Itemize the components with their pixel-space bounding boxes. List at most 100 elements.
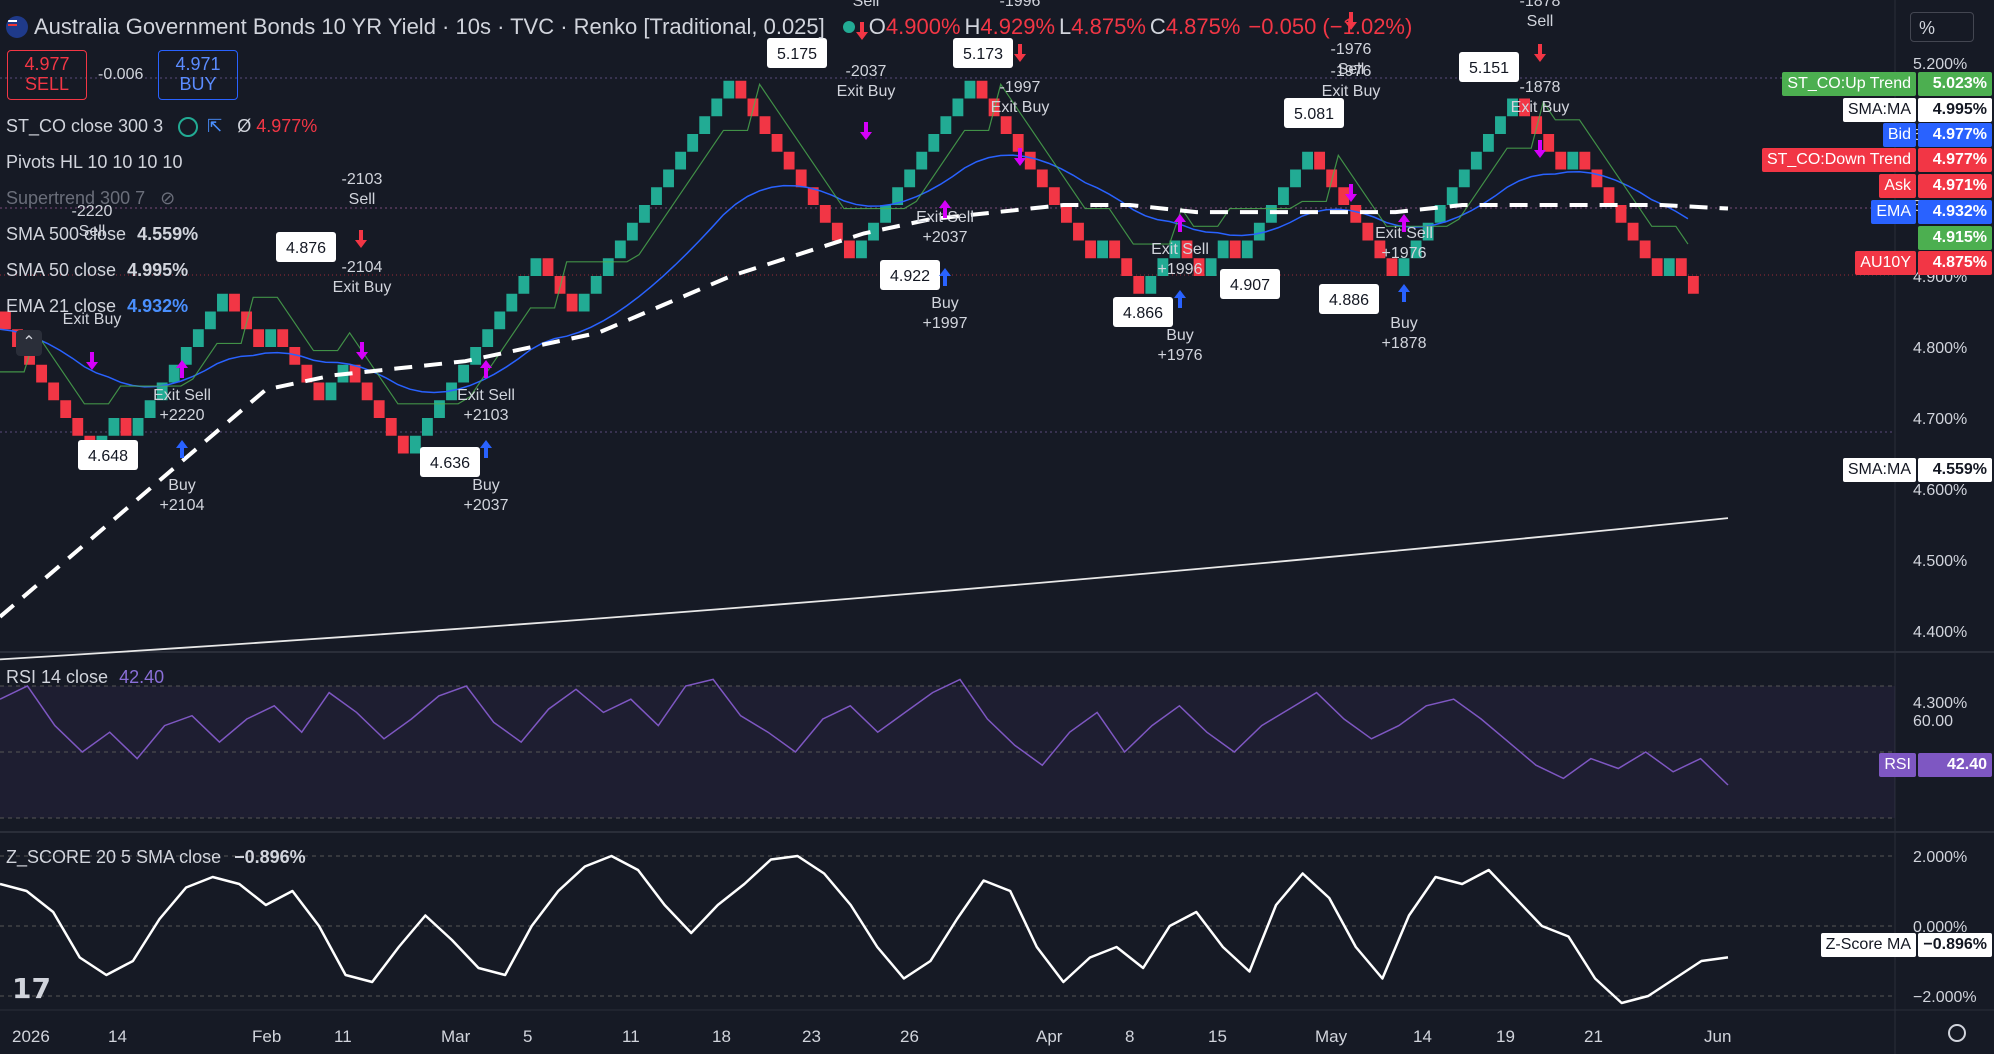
renko-brick: [1374, 240, 1386, 259]
ohlc-h-label: H: [964, 14, 981, 39]
renko-brick: [277, 329, 289, 347]
renko-brick: [831, 222, 843, 241]
signal-text: Sell: [79, 223, 106, 240]
signal-text: +2104: [160, 497, 205, 514]
time-tick: 15: [1208, 1027, 1227, 1046]
renko-brick: [421, 418, 433, 436]
renko-brick: [1145, 276, 1157, 294]
renko-brick: [1470, 151, 1482, 170]
buy-price: 4.971: [175, 54, 221, 74]
legend-pivots[interactable]: Pivots HL 10 10 10 10: [6, 152, 182, 173]
renko-brick: [940, 116, 952, 134]
signal-text: +1976: [1158, 347, 1203, 364]
exit-arrow-icon: [1174, 214, 1186, 232]
price-label-tag: RSI: [1879, 753, 1916, 777]
signal-text: -1976: [1331, 63, 1372, 80]
signal-text: -2220: [72, 203, 113, 220]
time-tick: May: [1315, 1027, 1348, 1046]
legend-ema21[interactable]: EMA 21 close 4.932%: [6, 296, 188, 317]
renko-brick: [1036, 169, 1048, 188]
renko-brick: [36, 364, 48, 383]
pivot-label: [880, 260, 940, 290]
renko-brick: [1109, 240, 1121, 259]
renko-brick: [1169, 240, 1181, 259]
buy-label: BUY: [179, 74, 217, 94]
renko-brick: [1024, 151, 1036, 170]
price-label-value: 4.971%: [1918, 174, 1992, 198]
signal-text: Sell: [1338, 61, 1365, 78]
legend-zscore[interactable]: Z_SCORE 20 5 SMA close −0.896%: [6, 847, 306, 868]
hidden-eye-icon[interactable]: ⊘: [160, 188, 176, 208]
renko-brick: [602, 258, 614, 276]
scale-unit-button[interactable]: %: [1910, 12, 1974, 42]
tradingview-logo-icon[interactable]: 17: [12, 972, 51, 1005]
symbol-title[interactable]: Australia Government Bonds 10 YR Yield ·…: [34, 14, 825, 39]
price-label-tag: SMA:MA: [1842, 458, 1916, 482]
legend-rsi[interactable]: RSI 14 close 42.40: [6, 667, 164, 688]
time-tick: 18: [712, 1027, 731, 1046]
renko-brick: [229, 293, 240, 312]
pivot-value: 5.175: [777, 46, 817, 63]
pivot-label: [420, 447, 480, 477]
renko-brick: [1133, 276, 1145, 294]
renko-brick: [1157, 258, 1169, 276]
price-label-tag: EMA: [1871, 200, 1916, 224]
renko-brick: [711, 98, 723, 117]
legend-st-co-label: ST_CO close 300 3: [6, 116, 164, 136]
renko-brick: [1434, 205, 1446, 223]
signal-text: Exit Sell: [153, 387, 211, 404]
renko-brick: [1651, 258, 1663, 276]
legend-st-co[interactable]: ST_CO close 300 3 ⇱ Ø 4.977%: [6, 116, 317, 138]
renko-brick: [1048, 187, 1060, 205]
legend-sma50[interactable]: SMA 50 close 4.995%: [6, 260, 188, 281]
exit-arrow-icon: [86, 352, 98, 370]
renko-brick: [168, 364, 180, 383]
renko-brick: [1627, 222, 1639, 241]
price-label-value: 4.932%: [1918, 200, 1992, 224]
ohlc-change: −0.050 (−1.02%): [1248, 14, 1413, 39]
sell-button[interactable]: 4.977 SELL: [7, 50, 87, 100]
gear-icon[interactable]: [1948, 1024, 1966, 1042]
renko-brick: [566, 293, 578, 312]
sell-arrow-icon: [1534, 44, 1546, 62]
price-label-value: 4.995%: [1918, 98, 1992, 122]
price-label-tag: ST_CO:Down Trend: [1761, 148, 1916, 172]
exit-arrow-icon: [1398, 214, 1410, 232]
signal-text: -2103: [342, 171, 383, 188]
signal-text: Exit Buy: [333, 279, 392, 296]
signal-text: Exit Buy: [63, 311, 122, 328]
alarm-clock-icon[interactable]: [178, 117, 199, 138]
supertrend-line: [0, 82, 1689, 405]
signal-text: Sell: [853, 0, 880, 10]
renko-brick: [952, 98, 964, 117]
renko-brick: [385, 418, 397, 436]
signal-text: +2103: [464, 407, 509, 424]
signal-text: +2220: [160, 407, 205, 424]
renko-brick: [639, 205, 650, 223]
renko-brick: [892, 187, 904, 205]
signal-text: Exit Sell: [1151, 241, 1209, 258]
pivot-value: 4.907: [1230, 277, 1270, 294]
renko-brick: [964, 80, 976, 99]
renko-brick: [204, 311, 216, 330]
signal-text: Buy: [1166, 327, 1194, 344]
renko-brick: [1615, 205, 1627, 223]
buy-arrow-icon: [176, 440, 188, 458]
buy-button[interactable]: 4.971 BUY: [158, 50, 238, 100]
exit-arrow-icon: [1345, 184, 1357, 202]
pivot-label: [1220, 269, 1280, 299]
cursor-icon[interactable]: ⇱: [207, 116, 223, 136]
renko-brick: [313, 382, 325, 401]
time-tick: 5: [523, 1027, 532, 1046]
collapse-legend-chevron-icon[interactable]: ⌃: [16, 330, 42, 356]
renko-brick: [868, 222, 879, 241]
legend-sma500[interactable]: SMA 500 close 4.559%: [6, 224, 198, 245]
renko-brick: [614, 240, 626, 259]
time-tick: Jun: [1704, 1027, 1731, 1046]
renko-brick: [856, 240, 867, 259]
price-tick: 4.700%: [1913, 411, 1967, 428]
renko-brick: [506, 293, 518, 312]
price-label-value: 4.977%: [1918, 148, 1992, 172]
legend-supertrend[interactable]: Supertrend 300 7 ⊘: [6, 188, 175, 209]
